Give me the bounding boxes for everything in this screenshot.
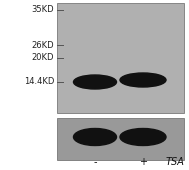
Text: 20KD: 20KD: [32, 54, 54, 63]
Text: 14.4KD: 14.4KD: [24, 78, 54, 87]
FancyBboxPatch shape: [57, 118, 184, 160]
Text: -: -: [93, 157, 97, 167]
Text: +: +: [139, 157, 147, 167]
Ellipse shape: [120, 129, 166, 146]
Ellipse shape: [74, 129, 116, 146]
Text: 26KD: 26KD: [31, 40, 54, 49]
Text: 35KD: 35KD: [31, 5, 54, 14]
FancyBboxPatch shape: [57, 3, 184, 113]
Ellipse shape: [120, 73, 166, 87]
Text: TSA: TSA: [166, 157, 184, 167]
Ellipse shape: [74, 75, 116, 89]
